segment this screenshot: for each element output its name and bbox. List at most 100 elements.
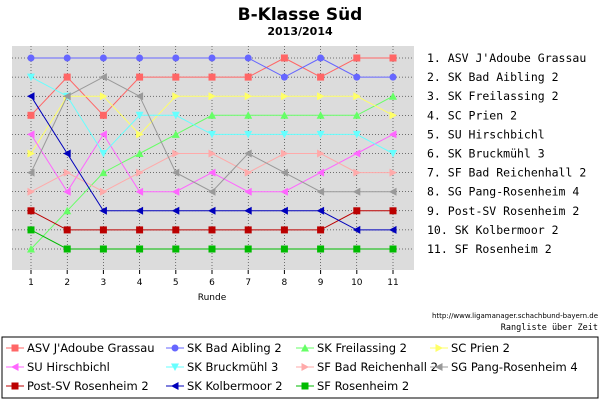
standing-label: 10. SK Kolbermoor 2 <box>427 223 559 237</box>
data-point <box>99 73 107 82</box>
legend-marker <box>301 382 309 390</box>
data-point <box>353 54 361 62</box>
standing-label: 5. SU Hirschbichl <box>427 127 545 141</box>
data-point <box>280 206 288 215</box>
data-point <box>63 226 71 234</box>
data-point <box>280 168 288 177</box>
data-point <box>63 187 71 196</box>
data-point <box>208 149 216 158</box>
data-point <box>171 187 180 196</box>
data-point <box>99 111 107 119</box>
data-point <box>99 187 108 196</box>
standing-label: 6. SK Bruckmühl 3 <box>427 147 545 161</box>
data-point <box>172 54 180 62</box>
data-point <box>244 245 252 253</box>
data-point <box>63 206 72 215</box>
data-point <box>27 111 35 119</box>
data-point <box>171 111 180 120</box>
data-point <box>389 111 397 120</box>
legend-marker <box>301 344 309 352</box>
data-point <box>136 245 144 253</box>
standing-label: 7. SF Bad Reichenhall 2 <box>427 166 586 180</box>
legend-marker <box>11 344 19 352</box>
data-point <box>135 111 144 120</box>
legend-item: SK Bad Aibling 2 <box>166 341 282 355</box>
legend-marker <box>435 363 443 371</box>
data-point <box>99 150 108 158</box>
data-point <box>244 130 253 139</box>
data-point <box>63 73 71 81</box>
data-point <box>99 206 107 215</box>
data-point <box>135 92 144 101</box>
data-point <box>99 168 108 177</box>
data-point <box>317 92 325 101</box>
data-point <box>27 54 35 62</box>
data-point <box>172 226 180 234</box>
data-point <box>27 130 35 139</box>
standing-label: 4. SC Prien 2 <box>427 108 517 122</box>
data-point <box>27 92 35 101</box>
data-point <box>63 245 71 253</box>
legend-label: SK Kolbermoor 2 <box>187 379 283 393</box>
data-point <box>208 92 216 101</box>
legend-label: SK Freilassing 2 <box>317 341 407 355</box>
data-point <box>389 225 397 234</box>
x-tick-label: 5 <box>173 278 179 288</box>
x-tick-label: 8 <box>282 278 288 288</box>
data-point <box>352 130 361 139</box>
data-point <box>99 54 107 62</box>
data-point <box>244 111 253 119</box>
data-point <box>389 187 397 196</box>
data-point <box>172 92 180 101</box>
x-tick-label: 6 <box>209 278 215 288</box>
data-point <box>389 207 397 215</box>
data-point <box>208 168 216 177</box>
data-point <box>63 92 71 101</box>
data-point <box>352 225 361 234</box>
data-point <box>135 149 144 157</box>
data-point <box>317 149 325 158</box>
data-point <box>27 187 35 196</box>
standings-labels: 1. ASV J'Adoube Grassau 2. SK Bad Aibling… <box>427 51 586 256</box>
data-point <box>352 187 361 196</box>
legend-label: SC Prien 2 <box>451 341 510 355</box>
data-point <box>208 187 216 196</box>
legend-label: SG Pang-Rosenheim 4 <box>451 360 578 374</box>
series-6 <box>27 73 397 158</box>
chart-subtitle: 2013/2014 <box>267 25 333 38</box>
data-point <box>208 54 216 62</box>
data-point <box>353 73 361 81</box>
x-tick-label: 3 <box>101 278 107 288</box>
data-point <box>353 168 361 177</box>
data-point <box>99 130 107 139</box>
legend-item: SF Bad Reichenhall 2 <box>296 360 438 374</box>
data-point <box>316 168 325 177</box>
data-point <box>389 168 397 177</box>
data-point <box>244 168 253 177</box>
source-url: http://www.ligamanager.schachbund-bayern… <box>432 312 598 320</box>
standing-label: 2. SK Bad Aibling 2 <box>427 70 559 84</box>
data-point <box>208 111 216 119</box>
data-point <box>389 150 397 158</box>
standing-label: 8. SG Pang-Rosenheim 4 <box>427 185 579 199</box>
x-tick-label: 1 <box>28 278 34 288</box>
legend-label: SF Rosenheim 2 <box>317 379 409 393</box>
data-point <box>280 149 289 158</box>
series-layer <box>27 54 397 253</box>
legend-item: Post-SV Rosenheim 2 <box>6 379 149 393</box>
x-axis: 1 2 3 4 5 6 7 8 9 10 11 <box>28 270 399 288</box>
data-point <box>208 130 216 139</box>
data-point <box>316 206 325 215</box>
data-point <box>353 207 361 215</box>
data-point <box>317 226 325 234</box>
data-point <box>317 73 325 81</box>
x-tick-label: 2 <box>64 278 70 288</box>
legend-label: SK Bad Aibling 2 <box>187 341 282 355</box>
legend-item: SK Freilassing 2 <box>296 341 407 355</box>
series-10 <box>27 92 397 234</box>
legend-label: SK Bruckmühl 3 <box>187 360 278 374</box>
data-point <box>317 54 325 62</box>
data-point <box>63 149 71 158</box>
legend-marker <box>301 363 309 371</box>
legend-label: Post-SV Rosenheim 2 <box>27 379 149 393</box>
